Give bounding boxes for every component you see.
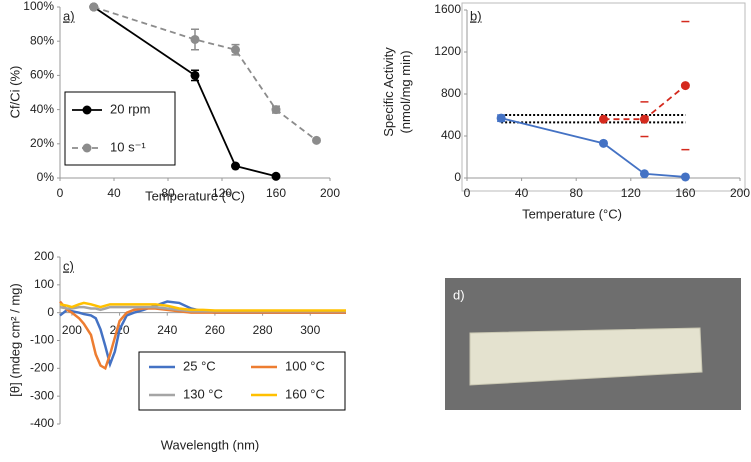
x-tick-label: 120: [621, 186, 641, 200]
x-tick-label: 300: [300, 323, 320, 337]
y-tick-label: -200: [30, 361, 54, 375]
point: [599, 138, 608, 148]
legend-label: 20 rpm: [110, 101, 150, 116]
x-tick-label: 240: [157, 323, 177, 337]
legend-label: 25 °C: [183, 358, 216, 373]
x-tick-label: 160: [675, 186, 695, 200]
x-tick-label: 280: [253, 323, 273, 337]
x-axis-label: Temperature (°C): [522, 206, 622, 221]
point: [599, 114, 608, 124]
photo: d): [445, 278, 741, 410]
series-line: [93, 6, 318, 142]
x-tick-label: 40: [107, 186, 121, 200]
x-tick-label: 80: [161, 186, 175, 200]
x-tick-label: 260: [205, 323, 225, 337]
y-tick-label: 0%: [37, 170, 55, 184]
y-tick-label: 40%: [30, 102, 54, 116]
point: [190, 70, 200, 80]
point: [312, 135, 321, 145]
legend-label: 160 °C: [285, 386, 325, 401]
series-line: [59, 301, 346, 312]
legend-label: 10 s⁻¹: [110, 139, 146, 154]
series-line: [93, 6, 277, 178]
y-axis-label: Specific Activity: [381, 47, 396, 137]
y-tick-label: 1200: [434, 44, 461, 58]
y-axis-label: (nmol/mg min): [398, 50, 413, 133]
point: [496, 113, 506, 123]
y-tick-label: 100%: [23, 0, 54, 13]
y-tick-label: -300: [30, 388, 54, 402]
panel-label: b): [470, 8, 482, 23]
x-tick-label: 0: [57, 186, 64, 200]
point: [680, 172, 690, 182]
point: [639, 169, 649, 179]
y-tick-label: 0: [454, 170, 461, 184]
error-bar: [681, 20, 690, 151]
y-tick-label: 80%: [30, 33, 54, 47]
x-tick-label: 40: [515, 186, 529, 200]
film-strip: [469, 327, 703, 386]
point: [680, 81, 690, 91]
y-tick-label: 1600: [434, 2, 461, 16]
x-tick-label: 200: [62, 323, 82, 337]
y-tick-label: -400: [30, 416, 54, 430]
x-axis-label: Wavelength (nm): [161, 437, 260, 452]
x-tick-label: 200: [320, 186, 340, 200]
y-tick-label: 60%: [30, 68, 54, 82]
legend-marker: [82, 143, 92, 153]
legend-label: 130 °C: [183, 386, 223, 401]
y-tick-label: -100: [30, 333, 54, 347]
panel-label: d): [453, 287, 465, 302]
panel-label: c): [63, 258, 74, 273]
y-tick-label: 0: [47, 305, 54, 319]
y-tick-label: 100: [34, 277, 54, 291]
series-line: [59, 300, 346, 371]
panel-frame: [461, 2, 746, 192]
legend-label: 100 °C: [285, 358, 325, 373]
y-tick-label: 200: [34, 249, 54, 263]
x-tick-label: 160: [266, 186, 286, 200]
legend-box: [138, 351, 346, 411]
y-axis-label: [θ] (mdeg cm² / mg): [7, 283, 22, 396]
y-tick-label: 800: [441, 86, 461, 100]
legend-box: [64, 91, 176, 166]
point: [231, 161, 240, 171]
x-axis-label: Temperature (°C): [145, 188, 245, 203]
x-tick-label: 80: [570, 186, 584, 200]
series-line: [500, 117, 686, 178]
x-tick-label: 200: [730, 186, 750, 200]
point: [89, 2, 99, 12]
point: [190, 34, 200, 44]
panel-label: a): [63, 8, 75, 23]
y-axis-label: Cf/Ci (%): [7, 66, 22, 119]
point: [271, 171, 281, 181]
x-tick-label: 120: [212, 186, 232, 200]
y-tick-label: 400: [441, 128, 461, 142]
error-bar: [640, 101, 649, 138]
point: [231, 45, 240, 55]
point: [271, 105, 281, 115]
y-tick-label: 20%: [30, 136, 54, 150]
x-tick-label: 0: [464, 186, 471, 200]
point: [639, 114, 649, 124]
legend-marker: [82, 105, 92, 115]
